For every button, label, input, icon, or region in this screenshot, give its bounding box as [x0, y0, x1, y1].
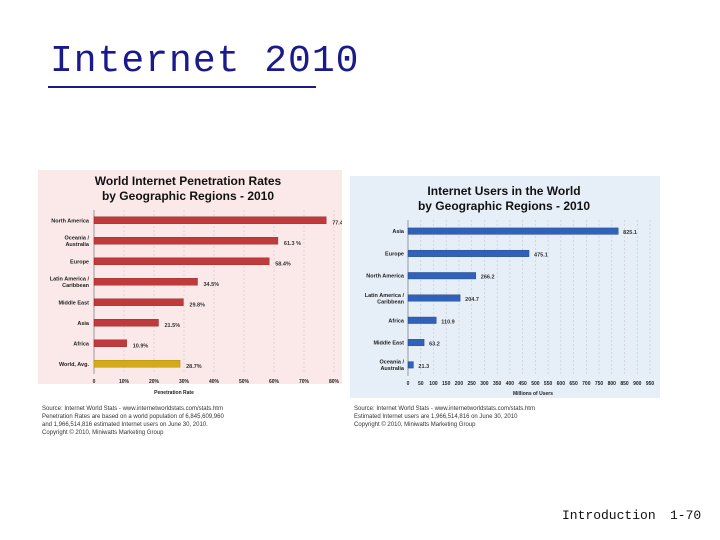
bar [407, 339, 425, 347]
x-tick-label: 50% [239, 379, 250, 385]
category-label: North America [366, 274, 405, 280]
x-tick-label: 800 [608, 381, 617, 387]
x-tick-label: 70% [299, 379, 310, 385]
x-tick-label: 150 [442, 381, 451, 387]
bar [407, 272, 477, 280]
category-label: Europe [70, 259, 89, 265]
bar [93, 360, 181, 368]
category-label: Africa [73, 341, 90, 347]
data-label: 21.3 [418, 364, 429, 370]
x-tick-label: 50 [418, 381, 424, 387]
bar [407, 316, 437, 324]
category-label: Middle East [58, 300, 89, 306]
category-label: Asia [392, 229, 405, 235]
bar [93, 319, 159, 327]
x-tick-label: 0 [407, 381, 410, 387]
x-tick-label: 60% [269, 379, 280, 385]
data-label: 28.7% [186, 364, 202, 370]
x-tick-label: 100 [429, 381, 438, 387]
data-label: 266.2 [481, 275, 495, 281]
source-note-line: Penetration Rates are based on a world p… [42, 414, 224, 420]
x-tick-label: 80% [329, 379, 340, 385]
source-note-line: Source: Internet World Stats - www.inter… [354, 406, 535, 412]
data-label: 204.7 [465, 297, 479, 303]
x-tick-label: 550 [544, 381, 553, 387]
bar [407, 227, 619, 235]
category-label: Africa [388, 318, 405, 324]
bar [93, 216, 327, 224]
category-label: North America [51, 218, 90, 224]
x-tick-label: 600 [557, 381, 566, 387]
x-tick-label: 30% [179, 379, 190, 385]
x-tick-label: 650 [569, 381, 578, 387]
source-note-line: Source: Internet World Stats - www.inter… [42, 406, 223, 412]
x-tick-label: 300 [480, 381, 489, 387]
data-label: 34.5% [204, 282, 220, 288]
source-note-line: and 1,966,514,816 estimated Internet use… [42, 422, 208, 428]
x-axis-title: Millions of Users [513, 391, 553, 397]
x-tick-label: 40% [209, 379, 220, 385]
bar [407, 249, 530, 257]
x-tick-label: 500 [531, 381, 540, 387]
x-axis-title: Penetration Rate [154, 390, 194, 396]
footer-page-number: 1-70 [670, 508, 702, 523]
x-tick-label: 200 [455, 381, 464, 387]
data-label: 825.1 [623, 230, 637, 236]
slide-title: Internet 2010 [50, 40, 360, 83]
data-label: 77.4% [332, 220, 342, 226]
category-label: Oceania / Australia [65, 236, 90, 249]
data-label: 29.8% [189, 302, 205, 308]
x-tick-label: 750 [595, 381, 604, 387]
bar [407, 294, 461, 302]
category-label: Europe [385, 251, 404, 257]
category-label: Latin America / Caribbean [365, 293, 405, 306]
category-label: Latin America / Caribbean [50, 277, 90, 290]
x-tick-label: 20% [149, 379, 160, 385]
bar [93, 298, 184, 306]
x-tick-label: 850 [620, 381, 629, 387]
data-label: 475.1 [534, 252, 548, 258]
source-note-line: Copyright © 2010, Miniwatts Marketing Gr… [354, 421, 476, 428]
x-tick-label: 0 [93, 379, 96, 385]
data-label: 61.3 % [284, 241, 301, 247]
data-label: 110.9 [441, 319, 454, 325]
bar [93, 339, 127, 347]
x-tick-label: 250 [468, 381, 477, 387]
bar [407, 361, 414, 369]
data-label: 10.9% [133, 343, 149, 349]
x-tick-label: 350 [493, 381, 502, 387]
x-tick-label: 950 [646, 381, 655, 387]
x-tick-label: 700 [582, 381, 591, 387]
source-note-line: Estimated Internet users are 1,966,514,8… [354, 414, 518, 420]
x-tick-label: 900 [633, 381, 642, 387]
chart-subtitle: by Geographic Regions - 2010 [418, 199, 590, 213]
source-note-line: Copyright © 2010, Miniwatts Marketing Gr… [42, 429, 164, 436]
category-label: Middle East [373, 341, 404, 347]
bar [93, 257, 270, 265]
category-label: Oceania / Australia [380, 360, 405, 373]
category-label: Asia [77, 321, 90, 327]
category-label: World, Avg. [59, 362, 90, 368]
bar [93, 278, 198, 286]
chart-background [350, 176, 660, 398]
footer-section: Introduction [562, 508, 656, 523]
x-tick-label: 10% [119, 379, 130, 385]
data-label: 58.4% [275, 261, 291, 267]
x-tick-label: 400 [506, 381, 515, 387]
chart-title: World Internet Penetration Rates [95, 174, 282, 188]
title-underline [48, 86, 316, 88]
x-tick-label: 450 [518, 381, 527, 387]
data-label: 21.5% [165, 323, 181, 329]
chart-subtitle: by Geographic Regions - 2010 [102, 189, 274, 203]
data-label: 63.2 [429, 342, 440, 348]
chart-title: Internet Users in the World [427, 184, 580, 198]
chart-background [38, 170, 342, 384]
bar [93, 237, 279, 245]
